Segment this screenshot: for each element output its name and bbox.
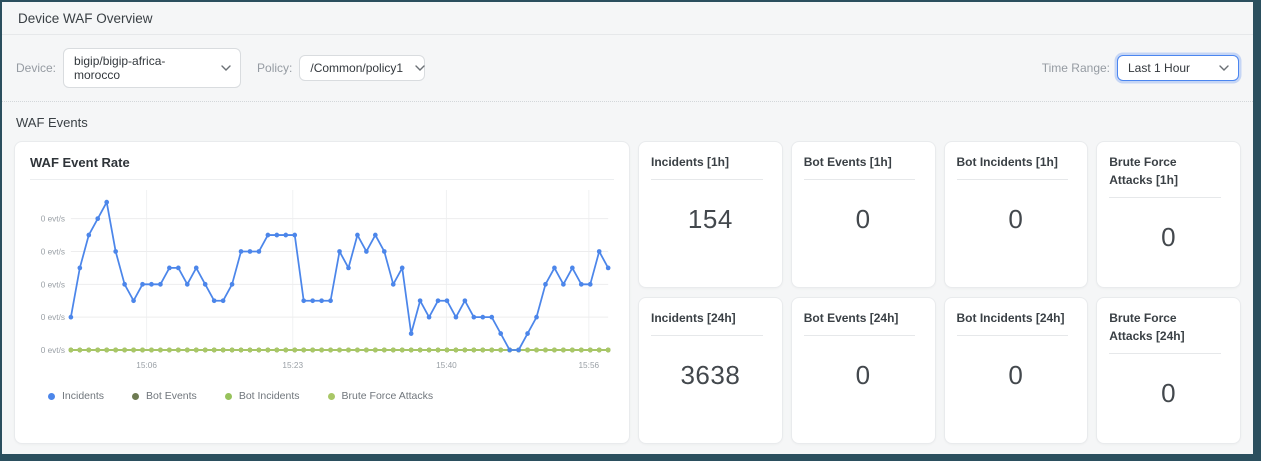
svg-text:0 evt/s: 0 evt/s	[41, 345, 65, 355]
section-divider	[2, 101, 1253, 102]
stat-value: 0	[855, 204, 871, 234]
device-label: Device:	[16, 61, 57, 75]
svg-text:0 evt/s: 0 evt/s	[41, 312, 65, 322]
chart-area[interactable]: 0 evt/s 0 evt/s 0 evt/s 0 evt/s 0 evt/s 15:06…	[30, 184, 614, 376]
stat-label: Bot Incidents [1h]	[956, 155, 1058, 169]
stat-label: Bot Incidents [24h]	[956, 311, 1065, 325]
stat-card-bot-incidents-24h: Bot Incidents [24h] 0	[943, 297, 1089, 444]
bot-incidents-dot-icon	[224, 392, 232, 400]
time-range-label: Time Range:	[1041, 61, 1110, 75]
chart-title: WAF Event Rate	[30, 155, 614, 180]
chart-legend: Incidents Bot Events Bot Incidents Brute…	[30, 390, 614, 402]
svg-text:0 evt/s: 0 evt/s	[41, 246, 65, 256]
stat-card-bot-events-24h: Bot Events [24h] 0	[790, 297, 936, 444]
svg-text:0 evt/s: 0 evt/s	[41, 214, 65, 224]
stats-grid: Incidents [1h] 154 Bot Events [1h] 0 Bot…	[638, 141, 1241, 444]
device-select[interactable]: bigip/bigip-africa-morocco	[63, 48, 242, 88]
stat-value: 3638	[680, 360, 741, 390]
brute-force-dot-icon	[327, 392, 335, 400]
stat-label: Bot Events [24h]	[803, 311, 899, 325]
stat-label: Incidents [1h]	[651, 155, 730, 169]
chevron-down-icon	[415, 65, 425, 71]
stat-value: 154	[687, 204, 733, 234]
stat-card-brute-force-1h: Brute Force Attacks [1h] 0	[1096, 141, 1241, 288]
stat-card-bot-events-1h: Bot Events [1h] 0	[790, 141, 936, 288]
policy-select-value: /Common/policy1	[310, 61, 404, 75]
page-title: Device WAF Overview	[2, 2, 1253, 35]
stat-card-bot-incidents-1h: Bot Incidents [1h] 0	[943, 141, 1089, 288]
waf-event-rate-chart[interactable]: 0 evt/s 0 evt/s 0 evt/s 0 evt/s 0 evt/s 15:06…	[30, 184, 614, 376]
chevron-down-icon	[1219, 65, 1229, 71]
legend-label: Bot Events	[146, 390, 197, 402]
bot-events-dot-icon	[132, 392, 140, 400]
svg-text:0 evt/s: 0 evt/s	[41, 279, 65, 289]
legend-label: Incidents	[62, 390, 105, 402]
stat-value: 0	[1008, 360, 1024, 390]
svg-text:15:06: 15:06	[136, 360, 157, 370]
stat-card-incidents-24h: Incidents [24h] 3638	[638, 297, 783, 444]
stat-label: Brute Force Attacks [24h]	[1109, 311, 1185, 343]
section-title: WAF Events	[16, 115, 88, 130]
svg-text:15:56: 15:56	[578, 360, 599, 370]
legend-label: Bot Incidents	[238, 390, 300, 402]
waf-event-rate-card: WAF Event Rate 0 evt/s 0 evt/s 0 evt/s 0 ev…	[14, 141, 630, 444]
legend-label: Brute Force Attacks	[341, 390, 434, 402]
device-select-value: bigip/bigip-africa-morocco	[74, 54, 166, 82]
stat-value: 0	[1161, 378, 1177, 408]
waf-overview-page: Device WAF Overview Device: bigip/bigip-…	[2, 2, 1253, 454]
policy-label: Policy:	[257, 61, 293, 75]
legend-item-incidents[interactable]: Incidents	[48, 390, 104, 402]
stat-card-brute-force-24h: Brute Force Attacks [24h] 0	[1096, 297, 1241, 444]
svg-text:15:23: 15:23	[282, 360, 303, 370]
stat-value: 0	[1161, 222, 1177, 252]
incidents-dot-icon	[48, 392, 55, 400]
main-content: WAF Event Rate 0 evt/s 0 evt/s 0 evt/s 0 ev…	[2, 141, 1253, 444]
stat-label: Incidents [24h]	[651, 311, 736, 325]
filter-bar: Device: bigip/bigip-africa-morocco Polic…	[2, 35, 1253, 101]
stat-card-incidents-1h: Incidents [1h] 154	[638, 141, 783, 288]
stat-value: 0	[1008, 204, 1024, 234]
legend-item-bot-events[interactable]: Bot Events	[132, 390, 197, 402]
stat-value: 0	[855, 360, 871, 390]
time-range-select[interactable]: Last 1 Hour	[1117, 55, 1239, 81]
time-range-select-value: Last 1 Hour	[1128, 61, 1191, 75]
stat-label: Bot Events [1h]	[803, 155, 892, 169]
legend-item-bot-incidents[interactable]: Bot Incidents	[224, 390, 300, 402]
chevron-down-icon	[221, 65, 231, 71]
svg-text:15:40: 15:40	[436, 360, 457, 370]
legend-item-brute-force[interactable]: Brute Force Attacks	[327, 390, 434, 402]
policy-select[interactable]: /Common/policy1	[299, 55, 426, 81]
stat-label: Brute Force Attacks [1h]	[1109, 155, 1178, 187]
